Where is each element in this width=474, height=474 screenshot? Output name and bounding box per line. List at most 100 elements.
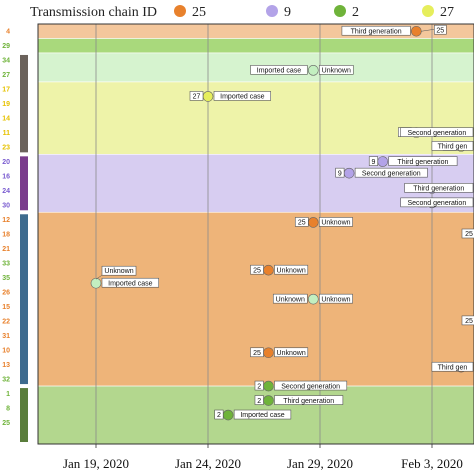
row-id-label: 31: [2, 333, 10, 340]
row-id-label: 19: [2, 101, 10, 108]
case-point: 27Second generation: [398, 127, 474, 138]
link-label: 25: [436, 27, 444, 34]
annotation-box: [404, 183, 474, 193]
row-id-label: 1: [6, 391, 10, 398]
case-point: 25 Unknown: [250, 264, 309, 276]
annotation-box: [318, 293, 353, 304]
annotation-label: Imported case: [220, 94, 264, 101]
row-id-label: 13: [2, 362, 10, 369]
case-marker: [263, 347, 274, 359]
annotation-label: Imported case: [240, 412, 284, 419]
x-tick-label: Jan 19, 2020: [63, 456, 129, 471]
row-id-label: 32: [2, 376, 10, 383]
annotation-box: [318, 217, 353, 227]
legend-item: 27: [422, 5, 454, 20]
annotation-box: [233, 409, 292, 420]
case-point: 9 Third generation: [368, 156, 458, 167]
chain-id-box: [250, 347, 264, 358]
tag-label: Unknown: [104, 268, 133, 275]
chain-id-box: [189, 91, 204, 101]
row-id-label: 4: [6, 29, 10, 36]
case-point: Third generation 25: [341, 24, 447, 37]
chain-id-label: 27: [193, 94, 201, 101]
tag-label: Unknown: [276, 296, 305, 303]
case-point: Unknown Unknown: [272, 293, 353, 305]
annotation-label: Third generation: [397, 159, 448, 166]
annotation-box: [431, 141, 474, 151]
chain-id-box: [254, 380, 264, 391]
case-marker: [307, 217, 319, 228]
legend-item: 2: [334, 5, 359, 20]
chain-id-label: 9: [372, 159, 376, 166]
row-id-label: 14: [2, 116, 10, 123]
row-id-label: 34: [2, 58, 10, 65]
annotation-label: Unknown: [277, 267, 306, 274]
x-tick-label: Jan 29, 2020: [287, 456, 353, 471]
band-Un: [37, 38, 474, 54]
band-25: [37, 211, 474, 387]
row-id-label: 10: [2, 347, 10, 354]
chain-id-label: 25: [253, 267, 261, 274]
edge-label: 25: [465, 231, 473, 238]
legend-item: 25: [174, 5, 206, 20]
annotation-label: Third generation: [283, 398, 334, 405]
case-marker: [202, 91, 214, 102]
case-point: 2 Second generation: [254, 380, 348, 392]
chain-id-box: [250, 264, 264, 275]
annotation-label: Third generation: [413, 186, 464, 193]
annotation-label: Third gen: [438, 364, 468, 371]
annotation-box: [250, 65, 308, 75]
case-marker: [411, 25, 422, 37]
case-marker: [263, 395, 274, 406]
annotation-box: [274, 347, 309, 358]
tag-box: [101, 265, 137, 276]
case-marker: [90, 277, 102, 289]
row-id-label: 18: [2, 232, 10, 239]
legend-swatch: [266, 5, 278, 17]
group-side-bar: [20, 214, 28, 385]
chain-id-box: [368, 156, 379, 166]
row-id-label: 11: [3, 130, 11, 137]
annotation-box: [274, 395, 344, 405]
annotation-box: [400, 127, 474, 137]
legend-label: 2: [352, 5, 359, 20]
chain-id-box: [254, 395, 264, 405]
group-side-bar: [20, 54, 28, 153]
tag-label: Unknown: [322, 68, 351, 75]
case-point: 25 Unknown: [250, 347, 309, 359]
row-id-label: 8: [6, 405, 10, 412]
row-id-label: 30: [2, 203, 10, 210]
row-id-label: 26: [2, 289, 10, 296]
case-marker: [263, 380, 274, 392]
case-point: 27 Imported case: [189, 91, 272, 102]
row-id-label: 24: [2, 188, 10, 195]
annotation-label: Unknown: [277, 350, 306, 357]
edge-label-box: [461, 315, 474, 326]
legend-item: 9: [266, 5, 291, 20]
plot-frame: [37, 23, 474, 445]
group-side-bar: [20, 388, 28, 442]
annotation-label: Unknown: [321, 220, 350, 227]
annotation-label: Second generation: [407, 200, 466, 207]
link-line: [421, 28, 435, 32]
x-tick-label: Jan 24, 2020: [175, 456, 241, 471]
group-side-bar: [20, 156, 28, 211]
annotation-label: Imported case: [257, 68, 301, 75]
legend-label: 9: [284, 5, 291, 20]
case-marker: [377, 156, 389, 167]
annotation-box: [341, 25, 411, 36]
tag-box: [318, 65, 354, 75]
case-marker: [307, 65, 319, 76]
annotation-box: [400, 197, 474, 208]
edge-label: 25: [465, 318, 473, 325]
row-id-label: 25: [2, 420, 10, 427]
legend-swatch: [422, 5, 434, 17]
row-id-label: 29: [2, 43, 10, 50]
chain-id-box: [335, 167, 345, 178]
chain-id-label: 25: [298, 220, 306, 227]
row-id-label: 33: [2, 260, 10, 267]
